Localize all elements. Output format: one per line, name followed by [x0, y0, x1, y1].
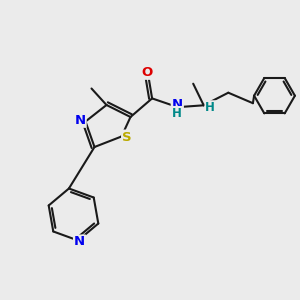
- Text: H: H: [172, 107, 182, 120]
- Text: N: N: [74, 236, 85, 248]
- Text: N: N: [74, 114, 86, 127]
- Text: N: N: [172, 98, 183, 111]
- Text: O: O: [141, 66, 153, 79]
- Text: H: H: [206, 101, 215, 114]
- Text: S: S: [122, 130, 132, 144]
